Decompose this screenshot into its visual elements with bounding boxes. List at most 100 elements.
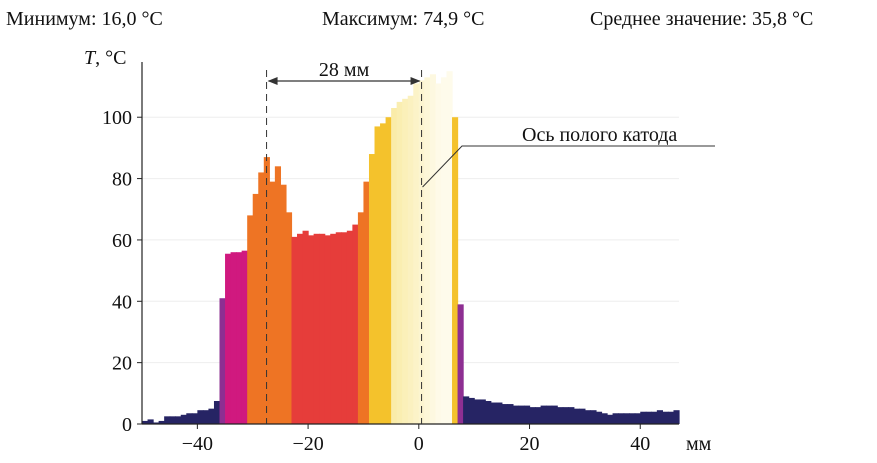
y-tick-label-60: 60: [112, 230, 132, 252]
y-axis-label: T, °C: [84, 47, 126, 69]
bar-x-21: [535, 407, 542, 424]
x-tick-label-0: 0: [414, 433, 424, 455]
bar-x-39: [634, 413, 641, 424]
bar-x--16: [330, 233, 337, 424]
y-tick-label-0: 0: [122, 414, 132, 436]
bar-x--4: [396, 101, 403, 425]
tick-labels: 0 20 40 60 80 100 −40 −20 0 20 40: [102, 107, 650, 455]
bar-x-7: [457, 304, 464, 424]
bar-x-2: [429, 74, 437, 425]
bar-x--15: [335, 232, 342, 424]
bar-x-10: [474, 399, 481, 424]
bar-x--26: [274, 166, 282, 424]
bar-x--5: [391, 108, 398, 424]
bar-x-35: [612, 413, 619, 424]
bar-x-40: [640, 411, 647, 424]
bar-x-24: [551, 405, 558, 424]
bar-x--12: [352, 224, 359, 424]
bar-x-34: [607, 414, 614, 424]
bar-x-32: [595, 411, 603, 424]
bar-x--20: [308, 235, 315, 424]
x-axis-label: мм: [686, 433, 712, 455]
bar-x--40: [197, 410, 204, 424]
bar-x--48: [153, 422, 160, 424]
bar-x--13: [346, 230, 353, 424]
bar-x--43: [180, 414, 187, 424]
bar-x-6: [452, 117, 459, 424]
bar-x--18: [319, 233, 326, 424]
bar-x--27: [269, 181, 276, 424]
bar-x-8: [463, 396, 470, 424]
y-tick-label-40: 40: [112, 291, 132, 313]
bar-x-44: [662, 411, 669, 424]
bar-x--41: [191, 413, 198, 424]
bar-x-5: [446, 71, 453, 424]
statistics-header: Минимум: 16,0 °C Максимум: 74,9 °C Средн…: [0, 8, 877, 38]
bar-x-11: [479, 399, 486, 424]
bar-x-9: [468, 397, 475, 424]
bar-x--6: [385, 117, 392, 424]
bar-x--17: [324, 235, 331, 424]
bar-x-16: [507, 404, 514, 424]
bar-x--14: [341, 232, 348, 424]
bar-x-31: [590, 410, 597, 424]
bar-x--29: [258, 172, 265, 424]
distance-arrowhead-left: [267, 77, 278, 85]
bar-x-18: [518, 405, 525, 424]
bar-x-36: [618, 413, 625, 424]
bar-x-28: [573, 408, 580, 424]
bar-x--22: [297, 233, 304, 424]
y-tick-label-100: 100: [102, 107, 132, 129]
bar-x--11: [357, 212, 365, 424]
bar-x-14: [496, 402, 503, 424]
bar-x--42: [186, 413, 193, 424]
x-tick-label--20: −20: [292, 433, 323, 455]
bar-x-17: [512, 405, 520, 424]
bar-x--30: [252, 193, 259, 424]
bar-x-38: [629, 413, 636, 424]
bar-x--3: [402, 98, 409, 424]
bar-x--9: [368, 154, 376, 424]
x-tick-label-40: 40: [630, 433, 650, 455]
bar-x-25: [557, 407, 564, 424]
bar-x--33: [236, 252, 243, 424]
minimum-temperature-label: Минимум: 16,0 °C: [6, 8, 163, 30]
bar-x--46: [164, 416, 171, 424]
bar-x-30: [584, 410, 592, 424]
bar-x-22: [540, 405, 547, 424]
bar-x-43: [656, 410, 663, 424]
bar-x-19: [523, 405, 531, 424]
bar-x-27: [568, 407, 575, 424]
bar-x-45: [667, 411, 675, 424]
bar-x--32: [241, 250, 248, 424]
bar-x-26: [562, 407, 569, 424]
bar-x--31: [247, 215, 254, 424]
x-tick-label--40: −40: [182, 433, 213, 455]
bar-x--36: [219, 298, 226, 424]
maximum-temperature-label: Максимум: 74,9 °C: [322, 8, 485, 30]
mean-temperature-label: Среднее значение: 35,8 °C: [590, 8, 814, 30]
bar-x-37: [623, 413, 630, 424]
bar-x-12: [485, 400, 492, 424]
bar-x--25: [280, 184, 287, 424]
bar-x--39: [202, 410, 210, 424]
bar-x-42: [651, 411, 658, 424]
bar-x--24: [285, 212, 293, 424]
bar-x--1: [413, 83, 420, 424]
cathode-axis-leader: [422, 145, 715, 188]
bar-x--8: [374, 126, 381, 424]
annotations: 28 мм Ось полого катода: [266, 59, 715, 424]
bar-x-46: [673, 410, 680, 424]
bar-x-13: [490, 402, 497, 424]
bar-x--49: [147, 419, 154, 424]
bar-x--21: [302, 230, 309, 424]
bar-x--37: [213, 400, 221, 424]
bar-x--44: [175, 416, 182, 424]
cathode-axis-label: Ось полого катода: [522, 124, 677, 146]
y-tick-label-20: 20: [112, 353, 132, 375]
bar-x--10: [363, 181, 370, 424]
bar-x-23: [546, 405, 553, 424]
bar-x-20: [529, 407, 536, 424]
distance-label: 28 мм: [319, 59, 370, 81]
